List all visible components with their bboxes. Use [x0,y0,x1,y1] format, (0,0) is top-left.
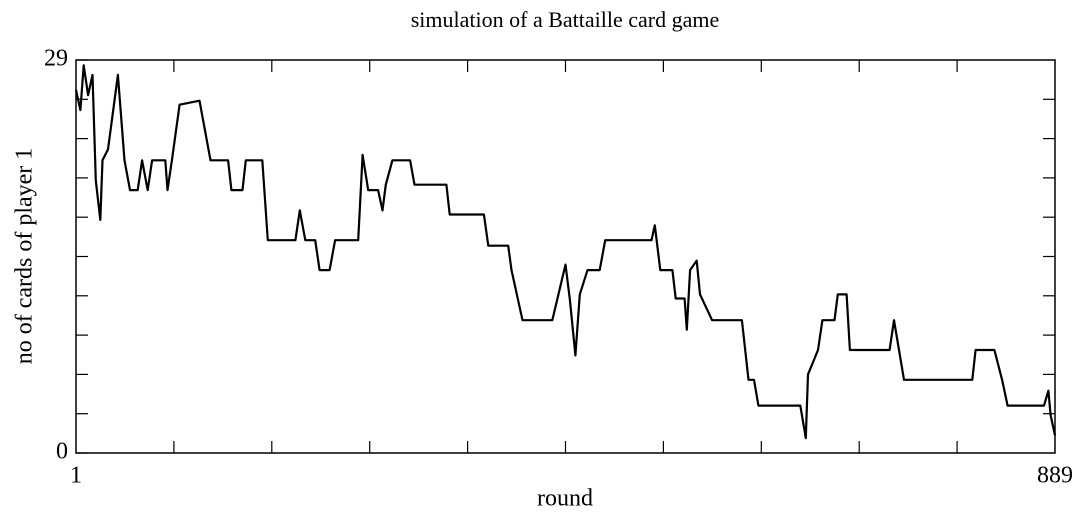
y-axis-label: no of cards of player 1 [12,148,38,365]
x-axis-label: round [537,486,593,512]
x-tick-label: 1 [70,463,82,489]
y-tick-label: 0 [56,439,68,465]
data-line [74,64,1057,440]
chart-title: simulation of a Battaille card game [411,7,720,32]
x-tick-label: 889 [1037,463,1073,489]
y-tick-label: 29 [44,46,68,72]
plot-frame [75,59,1056,454]
